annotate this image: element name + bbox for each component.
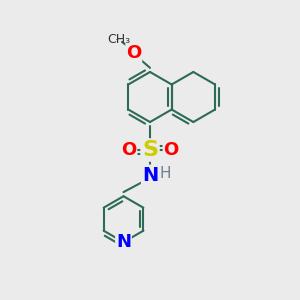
Text: H: H [160,166,171,181]
Text: N: N [142,166,158,184]
Text: O: O [121,141,136,159]
Text: O: O [164,141,179,159]
Text: methoxy: methoxy [116,39,122,40]
Text: O: O [126,44,141,62]
Text: S: S [142,140,158,160]
Text: N: N [116,233,131,251]
Text: CH₃: CH₃ [107,33,130,46]
